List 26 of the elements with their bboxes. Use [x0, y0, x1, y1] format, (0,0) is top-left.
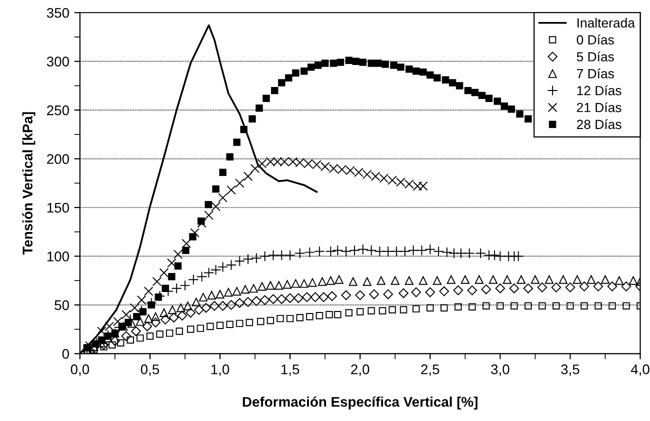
x-tick-label: 0,5 — [140, 364, 160, 376]
y-tick-label: 200 — [47, 154, 69, 164]
x-tick-label: 1,5 — [281, 364, 300, 376]
legend-label: Inalterada — [578, 18, 635, 28]
x-tick-label: 3,0 — [491, 364, 510, 376]
x-tick-label: 1,0 — [211, 364, 230, 376]
x-axis-title: Deformación Específica Vertical [%] — [242, 396, 478, 410]
y-tick-label: 0 — [62, 348, 69, 359]
legend-label: 0 Días — [576, 34, 614, 45]
x-tick-label: 2,5 — [421, 364, 440, 376]
legend-label: 5 Días — [576, 52, 614, 62]
x-tick-label: 0,0 — [70, 364, 90, 376]
x-tick-label: 3,5 — [561, 364, 580, 376]
y-tick-label: 100 — [47, 252, 69, 262]
y-tick-label: 350 — [46, 8, 69, 18]
y-axis-title: Tensión Vertical [kPa] — [22, 112, 36, 255]
legend-label: 7 Días — [576, 68, 614, 78]
legend-label: 28 Días — [576, 119, 622, 130]
y-tick-label: 150 — [47, 202, 69, 213]
legend-label: 21 Días — [576, 102, 622, 112]
y-tick-label: 300 — [46, 56, 69, 67]
y-tick-label: 50 — [54, 300, 69, 310]
x-tick-label: 2,0 — [351, 364, 370, 376]
y-tick-label: 250 — [47, 105, 69, 116]
x-tick-label: 4,0 — [630, 364, 650, 376]
legend-label: 12 Días — [577, 85, 622, 96]
